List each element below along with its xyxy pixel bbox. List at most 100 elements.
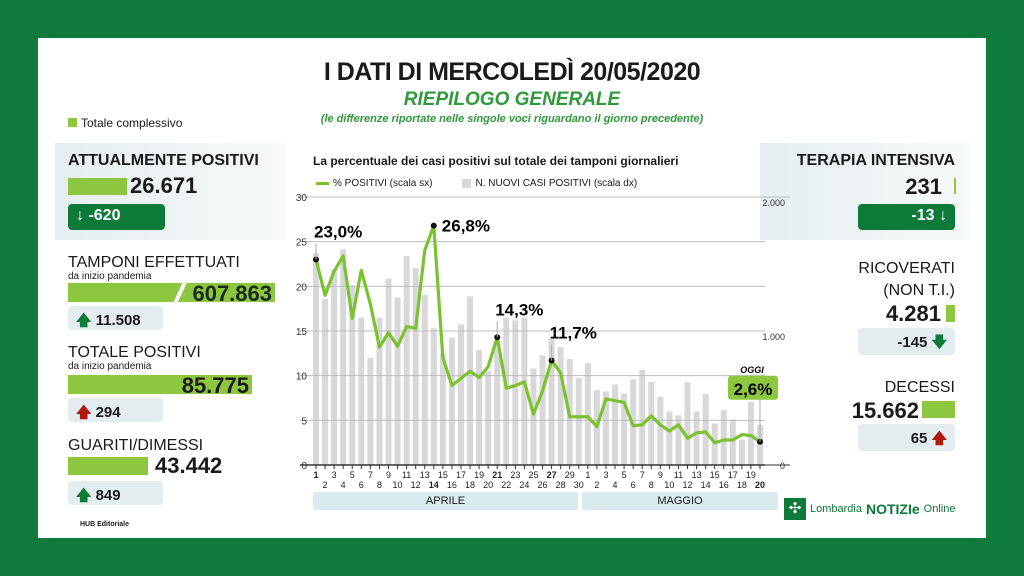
bar bbox=[331, 269, 338, 465]
bar bbox=[503, 317, 510, 465]
y-tick-left: 0 bbox=[301, 461, 307, 472]
y-tick-left: 10 bbox=[296, 372, 308, 383]
x-tick-label: 14 bbox=[701, 480, 711, 490]
bar bbox=[439, 353, 446, 465]
x-tick-label: 1 bbox=[585, 470, 590, 480]
x-tick-label: 17 bbox=[456, 470, 466, 480]
bar bbox=[738, 439, 745, 465]
x-tick-label: 26 bbox=[538, 480, 548, 490]
x-tick-label: 25 bbox=[528, 470, 538, 480]
legend-line-label: % POSITIVI (scala sx) bbox=[333, 178, 433, 189]
x-tick-label: 16 bbox=[447, 480, 457, 490]
x-tick-label: 13 bbox=[692, 470, 702, 480]
green-square-icon bbox=[68, 118, 77, 127]
guariti-delta: 🡅 849 bbox=[68, 481, 163, 505]
x-tick-label: 12 bbox=[411, 480, 421, 490]
logo-text-bold: NOTIZIe bbox=[865, 501, 920, 517]
x-tick-label: 8 bbox=[649, 480, 654, 490]
logo: ✣ Lombardia NOTIZIe Online bbox=[784, 498, 955, 520]
bar bbox=[548, 339, 555, 465]
x-tick-label: 22 bbox=[501, 480, 511, 490]
legend-line-swatch bbox=[316, 182, 329, 185]
totale-value: 85.775 bbox=[181, 373, 249, 398]
bar bbox=[612, 384, 619, 465]
x-tick-label: 17 bbox=[728, 470, 738, 480]
annotation-point bbox=[430, 222, 437, 229]
logo-text: Lombardia bbox=[810, 503, 862, 515]
legend-label: Totale complessivo bbox=[81, 116, 183, 130]
y-tick-left: 15 bbox=[296, 327, 308, 338]
decessi-delta: 65 🡅 bbox=[858, 424, 955, 451]
annotation-badge bbox=[728, 375, 778, 400]
y-tick-right: 2.000 bbox=[762, 198, 785, 208]
decessi-bar bbox=[922, 401, 955, 418]
annotation-label: 14,3% bbox=[495, 300, 543, 319]
bar bbox=[666, 411, 673, 465]
decessi-value: 15.662 bbox=[851, 398, 919, 423]
x-tick-label: 10 bbox=[664, 480, 674, 490]
totale-label: TOTALE POSITIVI bbox=[68, 344, 201, 361]
x-tick-label: 11 bbox=[402, 470, 411, 480]
x-tick-label: 29 bbox=[565, 470, 575, 480]
bar bbox=[729, 419, 736, 465]
tamponi-label: TAMPONI EFFETTUATI bbox=[68, 254, 240, 271]
bar bbox=[648, 381, 655, 465]
bar bbox=[557, 347, 564, 465]
attualmente-delta: ↓ -620 bbox=[68, 204, 165, 230]
arrow-down-icon: ↓ bbox=[76, 207, 84, 224]
annotation-label: 2,6% bbox=[734, 380, 773, 399]
terapia-delta: -13 ↓ bbox=[858, 204, 955, 230]
x-tick-label: 13 bbox=[420, 470, 430, 480]
bar bbox=[485, 371, 492, 465]
attualmente-label: ATTUALMENTE POSITIVI bbox=[68, 152, 259, 169]
bar bbox=[476, 349, 483, 465]
x-tick-label: 1 bbox=[313, 470, 318, 480]
page-title: I DATI DI MERCOLEDÌ 20/05/2020 bbox=[323, 58, 701, 86]
bar bbox=[684, 381, 691, 465]
delta-value: -145 bbox=[897, 334, 928, 351]
bar bbox=[621, 393, 628, 465]
bar bbox=[675, 415, 682, 465]
x-tick-label: 7 bbox=[368, 470, 373, 480]
x-tick-label: 27 bbox=[547, 470, 557, 480]
bar bbox=[358, 317, 365, 465]
bar bbox=[512, 320, 519, 465]
page-subtitle: RIEPILOGO GENERALE bbox=[403, 89, 621, 110]
x-tick-label: 19 bbox=[746, 470, 756, 480]
x-tick-label: 18 bbox=[465, 480, 475, 490]
bar bbox=[430, 328, 437, 465]
x-tick-label: 3 bbox=[603, 470, 608, 480]
y-tick-left: 30 bbox=[296, 193, 308, 204]
guariti-label: GUARITI/DIMESSI bbox=[68, 437, 204, 454]
bar bbox=[757, 424, 763, 465]
legend-bar-label: N. NUOVI CASI POSITIVI (scala dx) bbox=[475, 178, 638, 189]
bar bbox=[702, 393, 709, 465]
bar bbox=[747, 402, 754, 465]
arrow-up-icon: 🡅 bbox=[931, 430, 947, 447]
bar bbox=[657, 396, 664, 465]
delta-value: -13 bbox=[911, 207, 935, 224]
bar bbox=[448, 337, 455, 465]
credit: HUB Editoriale bbox=[80, 521, 130, 528]
bar bbox=[412, 268, 419, 465]
tamponi-bar bbox=[68, 283, 275, 302]
terapia-bar bbox=[954, 178, 956, 194]
bar bbox=[494, 344, 501, 465]
month-label-may: MAGGIO bbox=[582, 492, 778, 510]
x-tick-label: 21 bbox=[492, 470, 502, 480]
month-label-april: APRILE bbox=[313, 492, 578, 510]
bar bbox=[521, 317, 528, 465]
x-tick-label: 10 bbox=[393, 480, 403, 490]
x-tick-label: 19 bbox=[474, 470, 484, 480]
x-tick-label: 6 bbox=[631, 480, 636, 490]
delta-value: -620 bbox=[88, 207, 121, 224]
x-tick-label: 3 bbox=[332, 470, 337, 480]
y-tick-left: 20 bbox=[296, 282, 308, 293]
bar bbox=[720, 410, 727, 465]
ricoverati-value: 4.281 bbox=[885, 301, 941, 326]
bar bbox=[530, 368, 537, 465]
arrow-down-icon: 🡇 bbox=[931, 334, 947, 351]
x-tick-label: 14 bbox=[429, 480, 439, 490]
bar bbox=[467, 296, 474, 465]
x-tick-label: 20 bbox=[755, 480, 765, 490]
